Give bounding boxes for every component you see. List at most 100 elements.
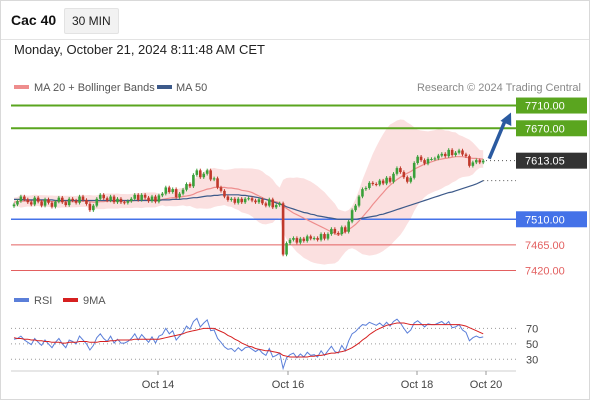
candle-body <box>354 205 357 211</box>
level-label-4: 7465.00 <box>525 240 565 252</box>
bollinger-bands <box>14 119 484 265</box>
candle-body <box>240 198 243 203</box>
candle-body <box>81 196 85 200</box>
candle-body <box>40 201 43 206</box>
candle-body <box>323 234 326 239</box>
ma20-legend-swatch <box>14 85 29 89</box>
interval-button[interactable]: 30 MIN <box>64 8 119 34</box>
candle-body <box>423 160 426 164</box>
candle-body <box>57 197 61 202</box>
candle-body <box>178 193 181 198</box>
candle-body <box>154 196 157 202</box>
candle-body <box>302 238 306 241</box>
candle-body <box>33 197 36 205</box>
candle-body <box>47 199 50 203</box>
candle-body <box>278 203 281 206</box>
candle-body <box>285 243 288 255</box>
level-tag-1 <box>516 120 587 137</box>
candle-body <box>109 196 112 201</box>
candle-body <box>16 201 19 205</box>
rsi-legend-label: RSI <box>34 295 52 307</box>
candle-body <box>326 234 330 239</box>
rsi-line <box>13 317 484 371</box>
rsi-tick-70: 70 <box>526 323 538 335</box>
candle-body <box>454 152 457 156</box>
candle-body <box>219 187 223 191</box>
candle-body <box>468 156 471 166</box>
candle-body <box>64 202 68 206</box>
candle-body <box>185 184 188 190</box>
candle-body <box>67 198 71 206</box>
candle-body <box>343 227 347 232</box>
candle-body <box>374 184 378 186</box>
rsi-ma-legend-label: 9MA <box>83 295 106 307</box>
rsi-ma-line <box>13 322 484 358</box>
candle-body <box>167 187 171 192</box>
candle-body <box>406 177 409 182</box>
level-tag-3 <box>516 211 587 228</box>
candle-body <box>202 173 206 178</box>
candle-body <box>43 199 47 206</box>
candle-body <box>181 189 185 194</box>
rsi-tick-50: 50 <box>526 339 538 351</box>
candle-body <box>443 153 447 157</box>
candle-body <box>143 194 147 198</box>
candle-body <box>223 190 226 197</box>
forecast-arrow-head <box>500 112 512 126</box>
candle-body <box>271 199 275 208</box>
candle-body <box>209 170 212 180</box>
timestamp: Monday, October 21, 2024 8:11:48 AM CET <box>14 42 265 57</box>
candle-body <box>85 199 88 204</box>
candle-body <box>226 196 230 200</box>
price-level-labels: 7710.00 7670.00 7613.05 7510.00 7465.00 7420.… <box>516 97 587 277</box>
candle-body <box>233 198 237 203</box>
candle-body <box>98 194 102 199</box>
top-bar: Cac 40 30 MIN <box>1 1 589 40</box>
candle-body <box>195 170 199 175</box>
candle-body <box>150 196 154 202</box>
candle-body <box>361 189 364 197</box>
candle-body <box>261 199 264 204</box>
candle-body <box>305 236 309 241</box>
ma50-legend-swatch <box>157 85 172 89</box>
ma50-legend-label: MA 50 <box>176 82 207 94</box>
x-tick-label: Oct 20 <box>470 379 502 391</box>
candle-body <box>416 156 419 163</box>
bollinger-band-area <box>14 119 484 265</box>
candle-body <box>426 158 430 164</box>
candle-body <box>412 162 416 178</box>
level-label-5: 7420.00 <box>525 265 565 277</box>
level-label-3: 7510.00 <box>525 214 565 226</box>
main-legend: MA 20 + Bollinger Bands MA 50 Research ©… <box>14 82 581 94</box>
candle-body <box>236 198 240 203</box>
candle-body <box>133 194 137 199</box>
candle-body <box>381 180 385 184</box>
candle-body <box>447 149 450 157</box>
candle-body <box>309 236 312 239</box>
candle-body <box>295 238 299 243</box>
candle-body <box>419 156 423 161</box>
candle-body <box>385 177 388 184</box>
instrument-title: Cac 40 <box>11 12 57 28</box>
last-price-label: 7613.05 <box>525 156 565 168</box>
candle-body <box>475 160 478 163</box>
ma20-legend-label: MA 20 + Bollinger Bands <box>34 82 155 94</box>
x-tick-label: Oct 18 <box>401 379 433 391</box>
candle-body <box>368 182 371 188</box>
rsi-legend: RSI 9MA <box>14 295 106 307</box>
candle-body <box>350 210 354 222</box>
candle-body <box>402 172 406 178</box>
candle-body <box>440 153 444 156</box>
candle-body <box>257 199 261 203</box>
candle-body <box>205 170 209 174</box>
rsi-ma-legend-swatch <box>63 298 78 302</box>
candle-body <box>481 160 485 163</box>
candle-body <box>140 194 143 200</box>
candle-body <box>395 168 399 174</box>
candle-body <box>147 197 150 202</box>
candle-body <box>464 154 468 157</box>
rsi-tick-30: 30 <box>526 354 538 366</box>
candle-body <box>250 198 254 201</box>
